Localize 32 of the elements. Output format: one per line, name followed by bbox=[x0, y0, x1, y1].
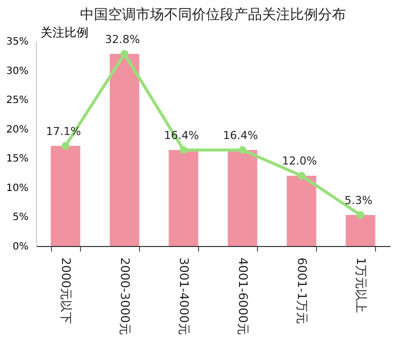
x-tick-label: 2000元以下 bbox=[59, 258, 73, 324]
x-tick-label: 1万元以上 bbox=[354, 258, 368, 314]
point bbox=[62, 142, 70, 150]
bar bbox=[50, 146, 80, 246]
y-tick-label: 10% bbox=[6, 182, 28, 194]
y-tick-label: 0% bbox=[12, 242, 28, 252]
data-label: 5.3% bbox=[344, 194, 372, 207]
point bbox=[120, 50, 128, 58]
y-tick-label: 35% bbox=[6, 36, 28, 48]
point bbox=[238, 146, 246, 154]
bar bbox=[110, 54, 140, 246]
y-tick-label: 5% bbox=[12, 212, 28, 224]
y-tick-label: 30% bbox=[6, 66, 28, 77]
y-axis-title: 关注比例 bbox=[40, 26, 88, 40]
x-tick-label: 2000-3000元 bbox=[118, 258, 132, 335]
x-tick-label: 6001-1万元 bbox=[295, 258, 309, 324]
chart-title: 中国空调市场不同价位段产品关注比例分布 bbox=[80, 7, 346, 23]
y-tick-label: 25% bbox=[6, 95, 28, 106]
bar bbox=[286, 176, 316, 246]
point bbox=[298, 172, 306, 180]
point bbox=[356, 211, 364, 219]
data-label: 12.0% bbox=[282, 154, 317, 168]
y-tick-label: 20% bbox=[6, 124, 28, 136]
data-label: 32.8% bbox=[105, 32, 140, 46]
bar bbox=[346, 214, 376, 246]
x-tick-label: 3001-4000元 bbox=[177, 258, 191, 335]
bar bbox=[228, 150, 258, 246]
y-tick-label: 15% bbox=[6, 154, 28, 165]
data-label: 16.4% bbox=[223, 128, 258, 142]
bar bbox=[168, 150, 198, 246]
point bbox=[180, 146, 188, 154]
x-tick-label: 4001-6000元 bbox=[236, 258, 250, 335]
